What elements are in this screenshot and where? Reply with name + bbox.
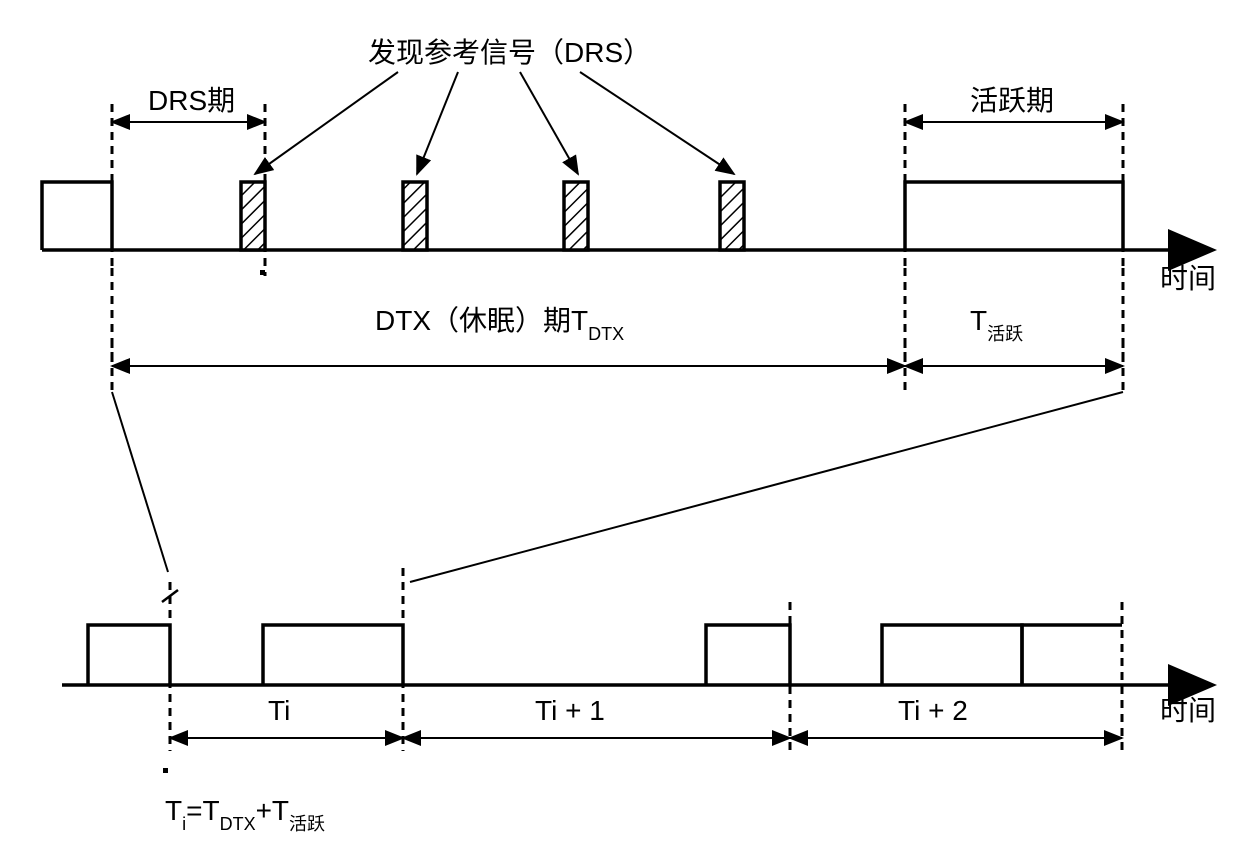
t-active-label: T活跃 xyxy=(970,305,1023,344)
time-axis-label-lower: 时间 xyxy=(1160,695,1216,726)
drs-pointer-arrow xyxy=(580,72,734,174)
period-label-t_i: Ti xyxy=(268,695,290,726)
drs-period-label: DRS期 xyxy=(148,85,235,116)
drs-pointer-arrow xyxy=(520,72,578,174)
period-label-t_i1: Ti + 1 xyxy=(535,695,605,726)
projection-line xyxy=(112,392,168,572)
period-label-t_i2: Ti + 2 xyxy=(898,695,968,726)
dtx-period-label: DTX（休眠）期TDTX xyxy=(375,305,624,344)
drs-signal-label: 发现参考信号（DRS） xyxy=(368,37,651,68)
time-axis-label-upper: 时间 xyxy=(1160,263,1216,294)
drs-pointer-arrow xyxy=(255,72,398,174)
drs-pointer-arrow xyxy=(417,72,458,174)
formula-label: Ti=TDTX+T活跃 xyxy=(165,795,325,834)
projection-line xyxy=(410,392,1123,582)
active-period-label: 活跃期 xyxy=(970,85,1054,116)
